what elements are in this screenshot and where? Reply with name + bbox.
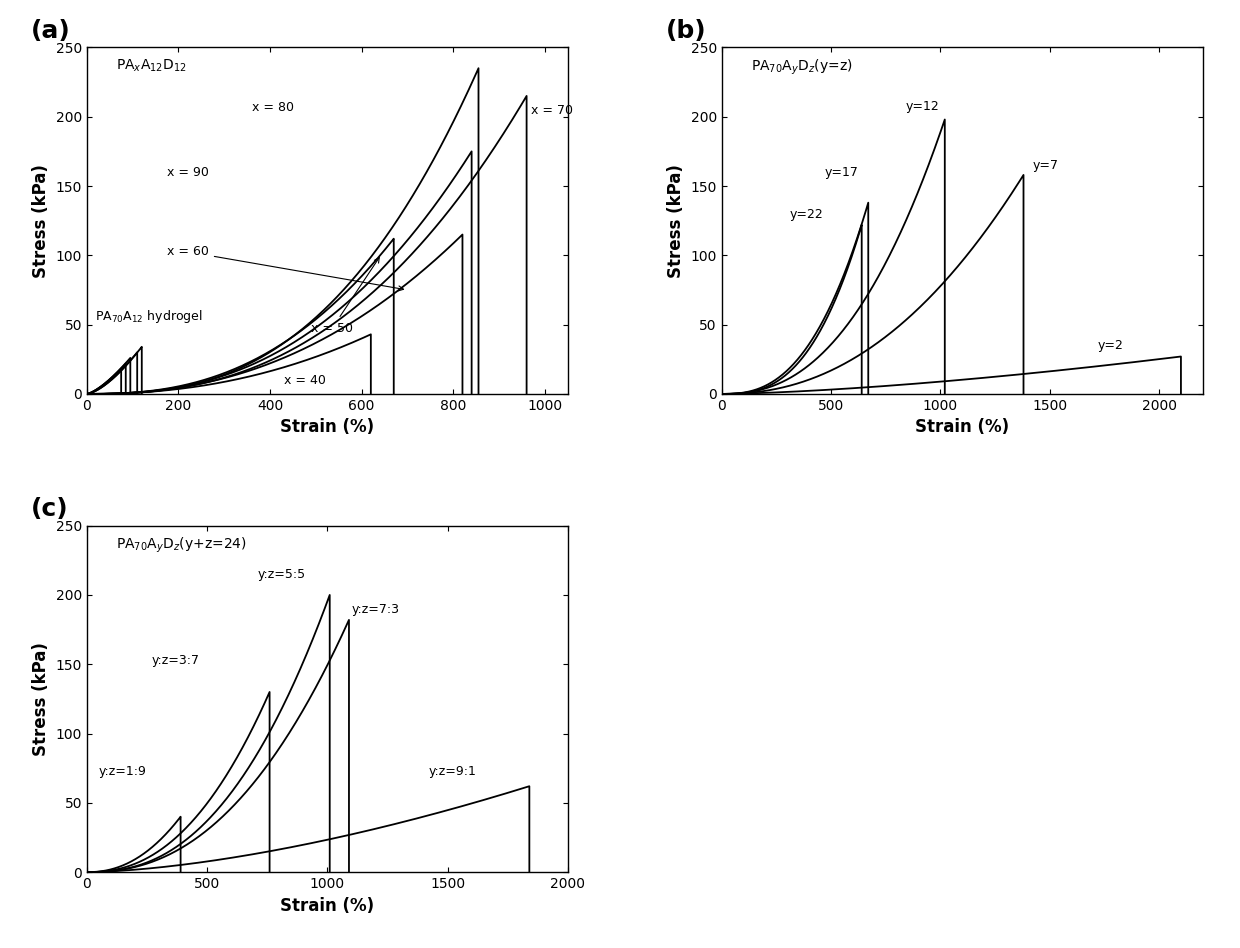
- Y-axis label: Stress (kPa): Stress (kPa): [32, 642, 50, 756]
- Text: x = 60: x = 60: [167, 246, 403, 291]
- X-axis label: Strain (%): Strain (%): [280, 897, 374, 915]
- Text: y=7: y=7: [1032, 159, 1058, 173]
- Text: x = 90: x = 90: [167, 166, 208, 179]
- Text: PA$_{70}$A$_{12}$ hydrogel: PA$_{70}$A$_{12}$ hydrogel: [95, 308, 203, 324]
- Text: x = 40: x = 40: [284, 374, 326, 387]
- X-axis label: Strain (%): Strain (%): [915, 418, 1009, 436]
- Text: y=22: y=22: [790, 208, 823, 221]
- Y-axis label: Stress (kPa): Stress (kPa): [32, 164, 50, 278]
- Text: y:z=5:5: y:z=5:5: [258, 568, 306, 581]
- Text: PA$_{70}$A$_y$D$_z$(y+z=24): PA$_{70}$A$_y$D$_z$(y+z=24): [115, 536, 247, 556]
- Text: y=2: y=2: [1097, 339, 1123, 353]
- Text: y:z=3:7: y:z=3:7: [151, 654, 200, 667]
- Y-axis label: Stress (kPa): Stress (kPa): [667, 164, 684, 278]
- X-axis label: Strain (%): Strain (%): [280, 418, 374, 436]
- Text: y=17: y=17: [825, 166, 858, 179]
- Text: (b): (b): [666, 19, 707, 43]
- Text: PA$_{70}$A$_y$D$_z$(y=z): PA$_{70}$A$_y$D$_z$(y=z): [750, 58, 852, 77]
- Text: y:z=7:3: y:z=7:3: [351, 603, 399, 615]
- Text: (c): (c): [31, 497, 68, 520]
- Text: x = 80: x = 80: [252, 100, 294, 114]
- Text: PA$_x$A$_{12}$D$_{12}$: PA$_x$A$_{12}$D$_{12}$: [115, 58, 186, 74]
- Text: x = 70: x = 70: [531, 103, 573, 117]
- Text: (a): (a): [31, 19, 71, 43]
- Text: x = 50: x = 50: [311, 258, 379, 335]
- Text: y=12: y=12: [905, 100, 939, 113]
- Text: y:z=1:9: y:z=1:9: [99, 765, 146, 778]
- Text: y:z=9:1: y:z=9:1: [428, 765, 476, 778]
